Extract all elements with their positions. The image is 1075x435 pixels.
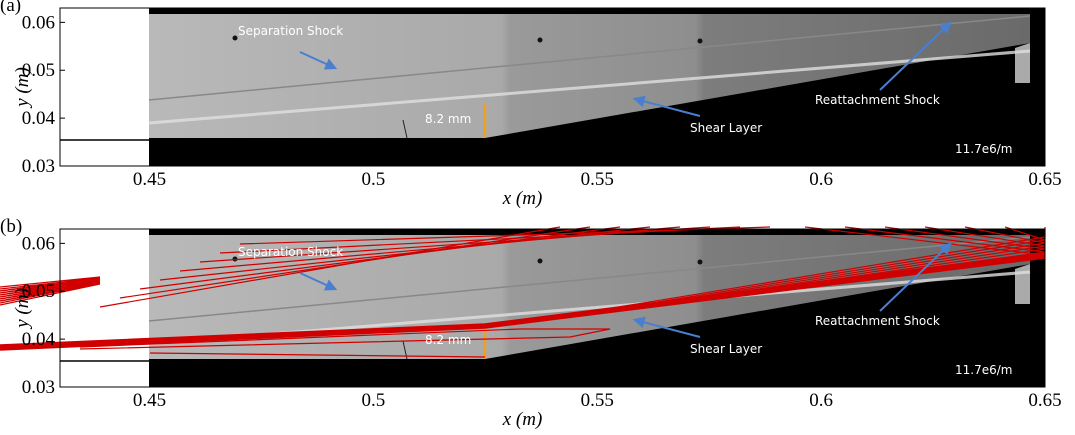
annotation: Shear Layer bbox=[690, 121, 762, 135]
panel: Separation Shock Shear Layer Reattachment … bbox=[0, 216, 1062, 430]
panel: Separation Shock Shear Layer Reattachment … bbox=[0, 0, 1062, 209]
y-tick-label: 0.04 bbox=[22, 108, 56, 129]
photo-upstream bbox=[1015, 264, 1030, 304]
figure: Separation Shock Shear Layer Reattachment … bbox=[0, 0, 1075, 435]
annotation: 11.7e6/m bbox=[955, 142, 1012, 156]
x-axis-label: x (m) bbox=[502, 409, 543, 430]
photo-speck bbox=[698, 260, 703, 265]
x-axis-label: x (m) bbox=[502, 188, 543, 209]
annotation: 8.2 mm bbox=[425, 333, 471, 347]
y-tick-label: 0.06 bbox=[22, 233, 55, 254]
x-tick-label: 0.6 bbox=[809, 169, 833, 190]
y-tick-label: 0.03 bbox=[22, 377, 55, 398]
annotation: Shear Layer bbox=[690, 342, 762, 356]
x-tick-label: 0.5 bbox=[362, 169, 386, 190]
annotation: Reattachment Shock bbox=[815, 93, 940, 107]
x-tick-label: 0.55 bbox=[581, 390, 614, 411]
y-tick-label: 0.06 bbox=[22, 12, 55, 33]
annotation: Reattachment Shock bbox=[815, 314, 940, 328]
y-axis-label: y (m) bbox=[12, 67, 33, 109]
photo-upstream bbox=[1015, 43, 1030, 83]
y-tick-label: 0.03 bbox=[22, 156, 55, 177]
photo-speck bbox=[538, 259, 543, 264]
annotation: Separation Shock bbox=[238, 245, 343, 259]
panel-label: (b) bbox=[0, 216, 22, 237]
photo-speck bbox=[698, 39, 703, 44]
x-tick-label: 0.65 bbox=[1028, 169, 1061, 190]
x-tick-label: 0.6 bbox=[809, 390, 833, 411]
x-tick-label: 0.45 bbox=[133, 169, 166, 190]
y-axis-label: y (m) bbox=[12, 288, 33, 330]
x-tick-label: 0.65 bbox=[1028, 390, 1061, 411]
x-tick-label: 0.55 bbox=[581, 169, 614, 190]
panel-label: (a) bbox=[0, 0, 21, 16]
y-tick-label: 0.04 bbox=[22, 329, 56, 350]
photo-speck bbox=[233, 36, 238, 41]
annotation: Separation Shock bbox=[238, 24, 343, 38]
x-tick-label: 0.45 bbox=[133, 390, 166, 411]
photo-speck bbox=[538, 38, 543, 43]
annotation: 8.2 mm bbox=[425, 112, 471, 126]
annotation: 11.7e6/m bbox=[955, 363, 1012, 377]
x-tick-label: 0.5 bbox=[362, 390, 386, 411]
